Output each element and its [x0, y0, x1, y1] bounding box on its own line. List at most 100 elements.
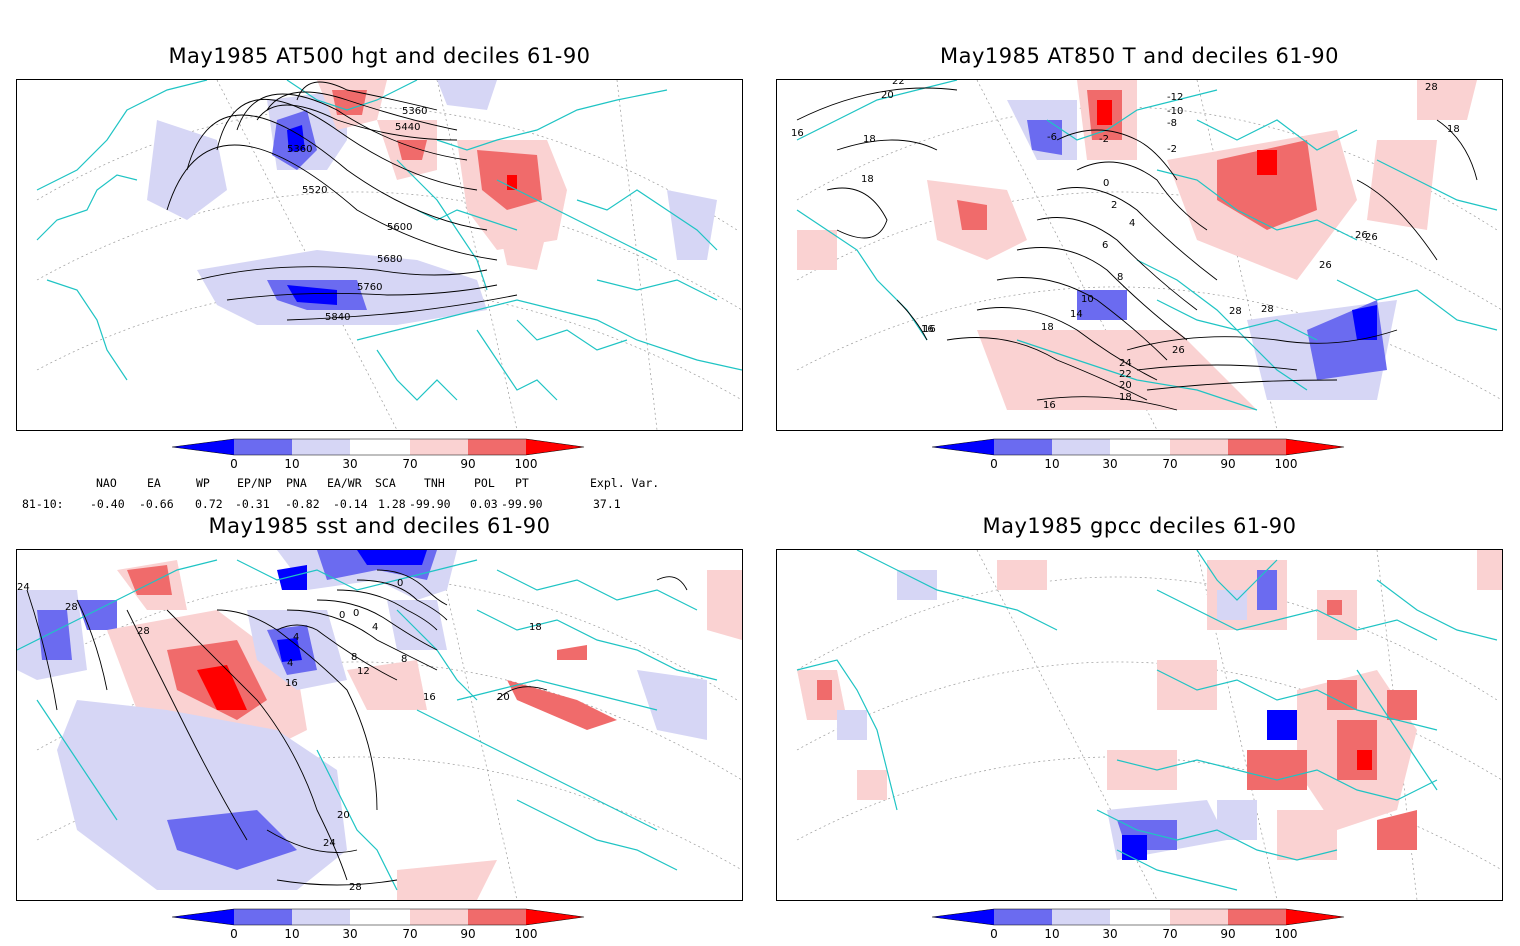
contour-labels: 5360 5440 5360 5520 5600 5680 5760 5840	[287, 106, 427, 323]
panel-title-gpcc: May1985 gpcc deciles 61-90	[982, 514, 1297, 538]
coastlines	[36, 80, 742, 401]
svg-text:-10: -10	[1167, 106, 1183, 117]
index-header-pna: PNA	[286, 476, 307, 490]
index-value-tnh: -99.90	[409, 497, 451, 511]
coastlines	[796, 550, 1498, 891]
index-header-pt: PT	[515, 476, 529, 490]
svg-text:-2: -2	[1099, 134, 1109, 145]
contour-labels: 24 28 28 0 0 4 4 4 0 8 12 16 16 20 20 24…	[17, 578, 542, 893]
contour-labels: 22 20 16 18 18 16 -6 -2 -12 -10 -8 -2 0 …	[791, 80, 1460, 411]
map-panel-gpcc	[776, 549, 1503, 901]
colorbar-hgt500: 0 10 30 70 90 100	[171, 436, 592, 476]
svg-text:28: 28	[65, 602, 78, 613]
colorbar-swatches	[931, 908, 1345, 926]
svg-text:30: 30	[1102, 457, 1117, 471]
colorbar-ticks: 0 10 30 70 90 100	[990, 927, 1298, 941]
index-header-wp: WP	[196, 476, 210, 490]
svg-text:10: 10	[284, 927, 299, 940]
svg-text:14: 14	[1070, 309, 1083, 320]
map-panel-sst: 24 28 28 0 0 4 4 4 0 8 12 16 16 20 20 24…	[16, 549, 743, 901]
svg-text:0: 0	[1103, 178, 1109, 189]
index-value-nao: -0.40	[90, 497, 125, 511]
sst-contours	[26, 569, 688, 886]
svg-text:16: 16	[921, 324, 934, 335]
svg-text:70: 70	[402, 457, 417, 471]
colorbar-ticks: 0 10 30 70 90 100	[230, 457, 537, 471]
svg-text:4: 4	[1129, 218, 1135, 229]
svg-text:18: 18	[1447, 124, 1460, 135]
svg-text:5440: 5440	[395, 122, 420, 133]
svg-text:90: 90	[1220, 457, 1235, 471]
index-header-nao: NAO	[96, 476, 117, 490]
svg-text:0: 0	[397, 578, 403, 589]
svg-text:0: 0	[990, 927, 998, 940]
index-value-explvar: 37.1	[593, 497, 621, 511]
svg-text:5840: 5840	[325, 312, 350, 323]
index-value-eawr: -0.14	[333, 497, 368, 511]
colorbar-swatches	[931, 438, 1345, 456]
index-value-epnp: -0.31	[235, 497, 270, 511]
svg-text:10: 10	[284, 457, 299, 471]
svg-text:10: 10	[1044, 457, 1059, 471]
index-value-pna: -0.82	[285, 497, 320, 511]
svg-text:5520: 5520	[302, 185, 327, 196]
svg-text:22: 22	[892, 80, 905, 87]
map-panel-t850: 22 20 16 18 18 16 -6 -2 -12 -10 -8 -2 0 …	[776, 79, 1503, 431]
svg-text:2: 2	[1111, 200, 1117, 211]
colorbar-ticks: 0 10 30 70 90 100	[990, 457, 1297, 471]
svg-text:100: 100	[515, 927, 538, 940]
svg-text:30: 30	[342, 927, 357, 940]
svg-text:16: 16	[423, 692, 436, 703]
svg-text:30: 30	[1102, 927, 1117, 940]
svg-text:24: 24	[17, 582, 30, 593]
svg-text:100: 100	[1275, 927, 1298, 940]
svg-text:16: 16	[1043, 400, 1056, 411]
svg-text:90: 90	[460, 457, 475, 471]
svg-text:0: 0	[339, 610, 345, 621]
index-value-sca: 1.28	[378, 497, 406, 511]
index-header-sca: SCA	[375, 476, 396, 490]
decile-shading	[17, 550, 742, 900]
svg-text:18: 18	[1119, 392, 1132, 403]
svg-text:22: 22	[1119, 369, 1132, 380]
svg-text:-8: -8	[1167, 118, 1177, 129]
svg-text:28: 28	[1261, 304, 1274, 315]
decile-shading	[797, 550, 1502, 860]
decile-shading	[797, 80, 1477, 410]
svg-text:28: 28	[1425, 82, 1438, 93]
svg-text:20: 20	[497, 692, 510, 703]
index-header-eawr: EA/WR	[327, 476, 362, 490]
svg-text:10: 10	[1044, 927, 1059, 940]
height-contours	[166, 81, 518, 321]
svg-text:28: 28	[349, 882, 362, 893]
svg-text:0: 0	[353, 608, 359, 619]
svg-text:-6: -6	[1047, 132, 1057, 143]
svg-text:-2: -2	[1167, 144, 1177, 155]
svg-text:8: 8	[351, 652, 357, 663]
svg-text:20: 20	[337, 810, 350, 821]
svg-text:26: 26	[1355, 230, 1368, 241]
index-header-ea: EA	[147, 476, 161, 490]
svg-text:12: 12	[357, 666, 370, 677]
svg-text:16: 16	[791, 128, 804, 139]
svg-text:8: 8	[1117, 272, 1123, 283]
index-header-pol: POL	[474, 476, 495, 490]
svg-text:18: 18	[1041, 322, 1054, 333]
svg-text:70: 70	[402, 927, 417, 940]
panel-title-hgt500: May1985 AT500 hgt and deciles 61-90	[168, 44, 591, 68]
svg-text:6: 6	[1102, 240, 1108, 251]
svg-text:26: 26	[1365, 232, 1378, 243]
index-value-wp: 0.72	[195, 497, 223, 511]
svg-text:70: 70	[1162, 457, 1177, 471]
svg-text:100: 100	[515, 457, 538, 471]
svg-text:24: 24	[1119, 358, 1132, 369]
svg-text:5360: 5360	[287, 144, 312, 155]
svg-text:70: 70	[1162, 927, 1177, 940]
svg-text:5360: 5360	[402, 106, 427, 117]
svg-text:0: 0	[230, 927, 238, 940]
svg-text:90: 90	[460, 927, 475, 940]
panel-title-t850: May1985 AT850 T and deciles 61-90	[939, 44, 1340, 68]
svg-text:4: 4	[372, 622, 378, 633]
index-header-tnh: TNH	[424, 476, 445, 490]
index-header-epnp: EP/NP	[237, 476, 272, 490]
